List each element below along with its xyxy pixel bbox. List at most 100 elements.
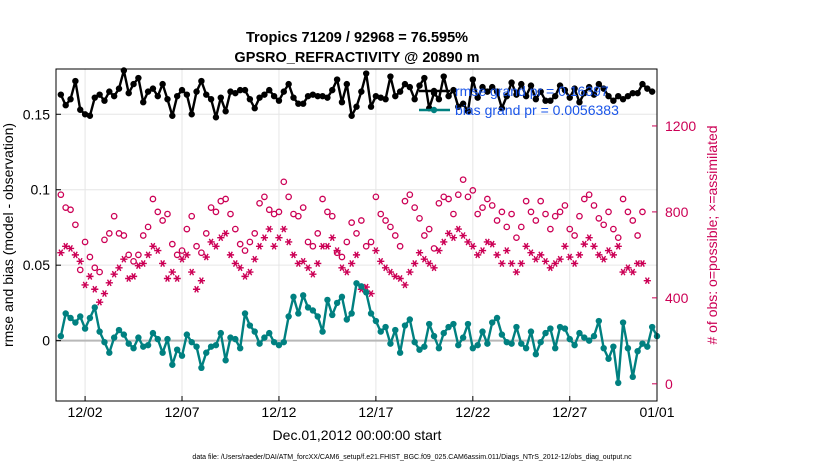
assimilated-point [154,247,162,255]
bias-point [484,340,491,347]
rmse-point [440,73,447,80]
bias-point [227,334,234,341]
assimilated-point [454,225,462,233]
assimilated-point [348,260,356,267]
y2-tick-label-2: 800 [665,204,689,220]
assimilated-point [619,268,627,276]
possible-point [479,204,486,211]
possible-point [294,212,302,220]
rmse-point [595,80,603,88]
bias-point [125,340,132,347]
bias-point [285,313,292,320]
possible-point [576,212,583,220]
rmse-point [91,94,98,101]
rmse-point [227,88,234,95]
possible-point [634,232,641,239]
assimilated-point [105,279,113,287]
bias-point [571,341,578,349]
assimilated-point [81,281,89,289]
bias-point [164,335,171,343]
assimilated-point [517,260,525,267]
rmse-point [319,92,326,100]
possible-point [328,212,336,220]
rmse-point [561,86,569,94]
possible-point [110,212,118,220]
rmse-point [314,92,321,100]
bias-point [576,329,583,337]
bias-point [77,313,84,320]
possible-point [135,251,142,259]
assimilated-point [580,240,588,248]
rmse-point [639,80,646,88]
chart-title-line1: Tropics 71209 / 92968 = 76.595% [246,30,468,46]
counts-series [57,176,651,306]
rmse-point [304,92,312,100]
rmse-point [532,95,540,103]
y-tick-label-3: 0.15 [23,106,50,122]
assimilated-point [575,251,584,259]
rmse-point [295,100,302,107]
rmse-point [624,92,632,100]
rmse-point [86,112,94,119]
rmse-point [605,92,612,100]
assimilated-point [478,247,487,255]
assimilated-point [352,251,361,259]
possible-point [139,232,147,239]
possible-point [57,191,65,199]
bias-point [72,319,79,326]
bias-point [110,334,118,341]
rmse-point [421,74,428,82]
rmse-point [140,99,147,106]
bias-point [435,344,443,352]
possible-point [324,208,331,216]
rmse-point [367,103,375,110]
assimilated-point [556,255,564,263]
possible-point [144,223,152,231]
y-axis-label: rmse and bias (model - observation) [0,123,16,347]
possible-point [309,242,317,250]
rmse-point [125,89,132,97]
x-axis-label: Dec.01,2012 00:00:00 start [273,427,442,443]
bias-point [135,334,142,341]
legend-rmse-marker [430,87,438,95]
bias-point [552,344,559,352]
assimilated-point [430,264,438,272]
rmse-point [493,88,501,95]
assimilated-point [444,229,453,237]
rmse-point [576,99,583,106]
chart-title-line2: GPSRO_REFRACTIVITY @ 20890 m [234,50,479,66]
bias-point [183,331,191,338]
bias-point [314,313,321,320]
possible-point [236,240,244,248]
assimilated-point [483,238,491,246]
bias-point [203,349,210,356]
assimilated-point [629,268,637,276]
assimilated-point [391,272,399,280]
rmse-point [285,80,292,88]
bias-point [207,343,215,350]
rmse-point [464,108,472,115]
possible-point [454,191,462,199]
possible-point [493,217,501,224]
assimilated-point [202,253,210,261]
bias-point [338,293,346,301]
bias-point [96,328,103,335]
possible-point [421,232,428,239]
bias-point [251,328,258,335]
rmse-point [101,97,108,104]
possible-point [91,264,99,272]
possible-point [67,206,74,214]
assimilated-point [251,255,259,263]
rmse-point [406,83,414,91]
assimilated-point [163,275,172,282]
rmse-point [236,86,244,94]
assimilated-point [571,260,579,267]
assimilated-point [488,240,496,248]
possible-point [125,251,133,259]
bias-point [411,338,418,346]
bias-point [280,338,287,346]
rmse-point [508,79,515,86]
assimilated-point [270,242,278,250]
rmse-point [615,92,622,100]
possible-point [241,247,249,254]
